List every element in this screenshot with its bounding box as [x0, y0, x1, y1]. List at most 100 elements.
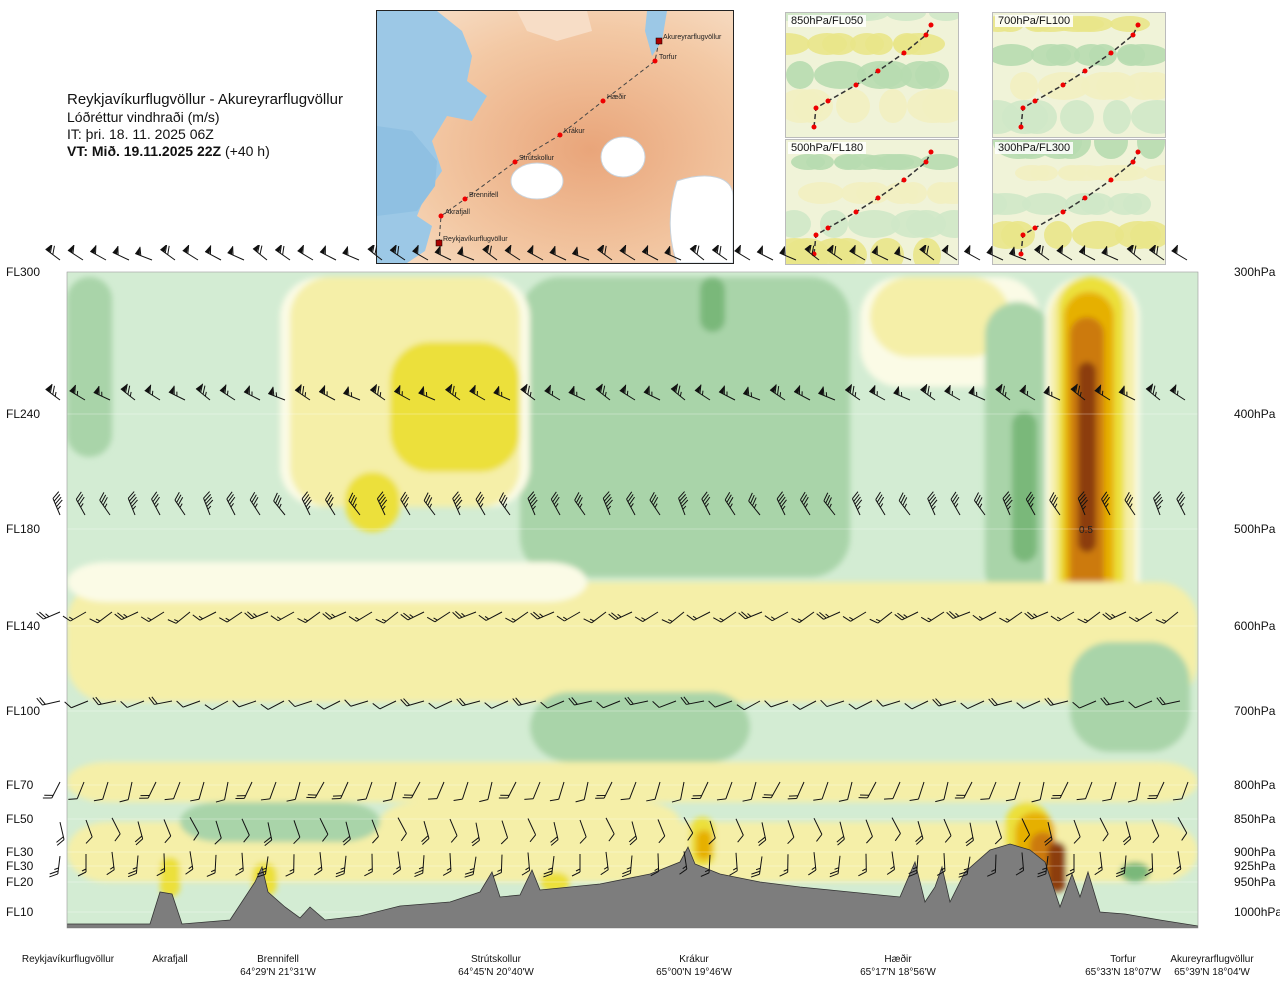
mini-map-field [786, 61, 814, 89]
mini-map-waypoint [1021, 106, 1026, 111]
map-waypoint-label: Strútskollur [519, 155, 555, 162]
wind-barb [228, 245, 248, 260]
wind-barb [505, 245, 524, 260]
wind-barb [1149, 245, 1168, 260]
route-map-svg: AkureyrarflugvöllurTorfurHæðirKrákurStrú… [377, 11, 733, 263]
mini-map-field [1010, 72, 1038, 100]
wind-barb [987, 245, 1007, 260]
waypoint-marker [513, 160, 518, 165]
right-axis-label: 400hPa [1234, 407, 1276, 421]
waypoint-coord: 65°33'N 18°07'W [1085, 967, 1161, 978]
mini-map-field [1074, 44, 1108, 66]
field-region [1078, 362, 1096, 552]
wind-barb [298, 245, 318, 260]
wind-barb [920, 245, 939, 260]
mini-map-field [807, 33, 847, 55]
wind-barb [46, 245, 65, 260]
wind-barb [205, 245, 225, 260]
left-axis-label: FL10 [6, 905, 34, 919]
right-axis-label: 500hPa [1234, 522, 1276, 536]
wind-barb [827, 245, 846, 260]
wind-barb [390, 245, 409, 260]
right-axis-label: 950hPa [1234, 875, 1276, 889]
mini-map-field [1103, 100, 1131, 134]
mini-map-field [993, 44, 1034, 66]
mini-map-label: 300hPa/FL300 [995, 142, 1073, 154]
waypoint-marker [653, 59, 658, 64]
mini-map-field [857, 61, 903, 89]
valid-time-offset: (+40 h) [225, 143, 270, 159]
title-block: Reykjavíkurflugvöllur - Akureyrarflugvöl… [67, 90, 343, 160]
wind-barb [113, 245, 133, 260]
waypoint-coord: 64°45'N 20°40'W [458, 967, 534, 978]
mini-map-waypoint [1083, 69, 1088, 74]
wind-barb [368, 245, 387, 260]
wind-barb [712, 245, 731, 260]
mini-map-waypoint [854, 210, 859, 215]
map-waypoint-label: Akrafjall [445, 209, 470, 216]
wind-barb [320, 245, 340, 260]
waypoint-coord: 65°00'N 19°46'W [656, 967, 732, 978]
wind-barb [757, 245, 777, 260]
wind-barb [642, 245, 662, 260]
mini-map-field [1108, 193, 1142, 215]
right-axis-label: 925hPa [1234, 859, 1276, 873]
mini-map-label: 500hPa/FL180 [788, 142, 866, 154]
left-axis-label: FL140 [6, 619, 40, 633]
valid-time: VT: Mið. 19.11.2025 22Z (+40 h) [67, 143, 343, 160]
mini-map-waypoint [1136, 150, 1141, 155]
valid-time-main: VT: Mið. 19.11.2025 22Z [67, 143, 221, 159]
map-waypoint-label: Krákur [564, 128, 585, 135]
wind-barb [1034, 245, 1053, 260]
wind-barb [1102, 245, 1122, 260]
mini-map-field [1081, 72, 1127, 100]
cross-section-chart: FL300FL240FL180FL140FL100FL70FL50FL30FL3… [0, 245, 1280, 985]
waypoint-marker [463, 197, 468, 202]
right-axis-label: 900hPa [1234, 845, 1276, 859]
mini-map-waypoint [876, 69, 881, 74]
mini-map-field [907, 89, 958, 123]
mini-map-label: 850hPa/FL050 [788, 15, 866, 27]
map-waypoint-label: Brennifell [469, 192, 499, 199]
right-axis-label: 850hPa [1234, 812, 1276, 826]
mini-map-waypoint [924, 33, 929, 38]
mini-map-field [1131, 100, 1165, 134]
wind-barb [1009, 246, 1029, 260]
mini-map-850: 850hPa/FL050 [785, 12, 959, 138]
mini-map-waypoint [826, 99, 831, 104]
left-axis: FL300FL240FL180FL140FL100FL70FL50FL30FL3… [6, 265, 40, 919]
field-region [390, 342, 520, 472]
waypoint-marker [558, 133, 563, 138]
left-axis-label: FL50 [6, 812, 34, 826]
wind-barb [1079, 245, 1099, 260]
mini-map-waypoint [924, 160, 929, 165]
field-region [345, 472, 400, 532]
mini-map-waypoint [1061, 210, 1066, 215]
map-waypoint-label: Torfur [659, 54, 678, 61]
mini-map-waypoint [812, 125, 817, 130]
plot-area [67, 272, 1198, 928]
left-axis-label: FL180 [6, 522, 40, 536]
mini-map-waypoint [826, 226, 831, 231]
mini-map-field [786, 33, 810, 55]
left-axis-label: FL100 [6, 704, 40, 718]
mini-map-waypoint [1131, 160, 1136, 165]
wind-barb [690, 245, 709, 260]
wind-barb [872, 245, 892, 260]
airport-marker [656, 38, 662, 44]
waypoint-coord: 65°17'N 18°56'W [860, 967, 936, 978]
wind-barb [183, 245, 203, 260]
wind-barb [964, 245, 984, 260]
map-waypoint-label: Hæðir [607, 93, 627, 101]
right-axis-label: 600hPa [1234, 619, 1276, 633]
mini-map-waypoint [929, 23, 934, 28]
mini-map-waypoint [1131, 33, 1136, 38]
issue-time: IT: þri. 18. 11. 2025 06Z [67, 126, 343, 143]
mini-map-field [1015, 165, 1049, 181]
waypoint-name: Akrafjall [152, 954, 188, 965]
contour-value-label: 0.5 [1079, 525, 1093, 536]
wind-barb [412, 245, 432, 260]
mini-map-waypoint [902, 178, 907, 183]
